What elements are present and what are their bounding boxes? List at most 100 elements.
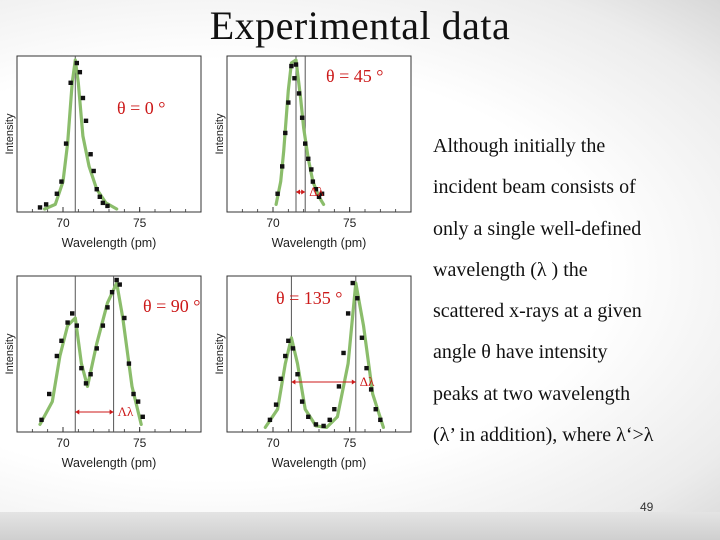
data-point — [316, 194, 322, 199]
plot-frame — [226, 275, 412, 433]
explanation-line: angle θ have intensity — [433, 341, 608, 364]
data-point — [299, 399, 305, 404]
chart-panel-theta-45: Intensity 70 75 Wavelength (pm) Δλ θ = 45 ° — [214, 55, 412, 250]
data-point — [303, 141, 308, 146]
plot-frame — [16, 55, 202, 213]
data-point — [378, 417, 383, 423]
theta-label: θ = 90 ° — [143, 296, 200, 316]
data-point — [100, 200, 106, 206]
data-point — [126, 361, 132, 366]
y-axis-label: Intensity — [214, 113, 226, 154]
y-axis-label: Intensity — [4, 113, 16, 154]
explanation-line: incident beam consists of — [433, 176, 636, 199]
data-point — [88, 372, 93, 377]
data-point — [135, 399, 141, 404]
page-number: 49 — [640, 500, 654, 514]
theta-label: θ = 0 ° — [117, 98, 165, 118]
x-tick-label: 70 — [266, 436, 280, 450]
data-point — [37, 205, 43, 210]
data-point — [68, 80, 73, 85]
data-point — [275, 191, 280, 196]
data-point — [70, 311, 75, 316]
data-point — [319, 191, 325, 196]
data-point — [74, 323, 79, 328]
data-point — [341, 350, 346, 356]
data-point — [364, 365, 369, 371]
data-point — [345, 311, 351, 316]
explanation-line: peaks at two wavelength — [433, 382, 631, 405]
data-point — [65, 320, 70, 325]
data-point — [273, 402, 279, 407]
data-point — [109, 289, 115, 295]
chart-panel-theta-0: Intensity 70 75 Wavelength (pm) θ = 0 ° — [4, 55, 202, 250]
data-point — [100, 323, 106, 328]
data-point — [313, 422, 319, 427]
data-point — [59, 179, 64, 184]
data-point — [278, 376, 283, 381]
data-point — [43, 202, 49, 207]
explanation-line: wavelength (λ ) the — [433, 258, 588, 281]
data-point — [289, 63, 294, 69]
data-point — [290, 346, 296, 351]
x-axis-label: Wavelength (pm) — [272, 456, 367, 470]
data-point — [286, 338, 291, 343]
data-point — [309, 167, 314, 172]
data-point — [54, 191, 60, 196]
data-point — [114, 277, 119, 283]
delta-arrowhead-left — [75, 409, 80, 415]
data-point — [105, 305, 110, 310]
data-point — [122, 315, 127, 321]
data-point — [283, 353, 288, 359]
data-point — [267, 417, 273, 423]
slide-footer-band — [0, 512, 720, 540]
data-point — [293, 62, 299, 67]
data-point — [97, 194, 102, 199]
data-point — [77, 69, 83, 75]
delta-lambda-label: Δλ — [309, 184, 324, 199]
delta-arrowhead-right — [109, 409, 114, 415]
data-point — [327, 417, 332, 423]
data-point — [280, 164, 285, 169]
data-point — [88, 152, 93, 157]
explanation-line: Although initially the — [433, 135, 606, 157]
data-point — [350, 280, 355, 286]
x-tick-label: 75 — [343, 436, 357, 450]
data-point — [310, 179, 316, 184]
data-point — [306, 156, 311, 161]
data-point — [373, 407, 378, 412]
x-axis-label: Wavelength (pm) — [62, 456, 157, 470]
data-point — [368, 387, 374, 392]
data-point — [286, 100, 291, 105]
x-axis-label: Wavelength (pm) — [62, 236, 157, 250]
data-point — [94, 187, 99, 192]
plot-frame — [226, 55, 412, 213]
data-point — [296, 91, 302, 96]
chart-panel-theta-90: Intensity 70 75 Wavelength (pm) Λλ θ = 90 ° — [4, 275, 202, 470]
slide-title: Experimental data — [209, 3, 511, 48]
delta-arrowhead-right — [301, 189, 306, 195]
theta-label: θ = 45 ° — [326, 66, 383, 86]
data-point — [83, 118, 89, 123]
data-point — [105, 203, 110, 209]
x-tick-label: 75 — [133, 216, 147, 230]
data-point — [83, 381, 89, 386]
chart-panel-theta-135: Intensity 70 75 Wavelength (pm) Δλ θ = 135 ° — [214, 275, 412, 470]
data-point — [131, 391, 136, 397]
delta-arrowhead-left — [296, 189, 300, 195]
data-point — [117, 282, 122, 287]
fit-curve — [263, 281, 385, 429]
delta-lambda-label: Λλ — [118, 404, 134, 419]
y-axis-label: Intensity — [214, 333, 226, 374]
delta-arrowhead-left — [291, 379, 296, 385]
data-point — [39, 417, 44, 423]
data-point — [332, 407, 337, 412]
x-tick-label: 70 — [266, 216, 280, 230]
delta-arrowhead-right — [351, 379, 356, 385]
x-tick-label: 75 — [133, 436, 147, 450]
explanation-line: only a single well-defined — [433, 217, 642, 240]
data-point — [79, 365, 84, 371]
x-axis-label: Wavelength (pm) — [272, 236, 367, 250]
data-point — [91, 168, 96, 174]
data-point — [321, 423, 326, 429]
data-point — [355, 296, 360, 301]
